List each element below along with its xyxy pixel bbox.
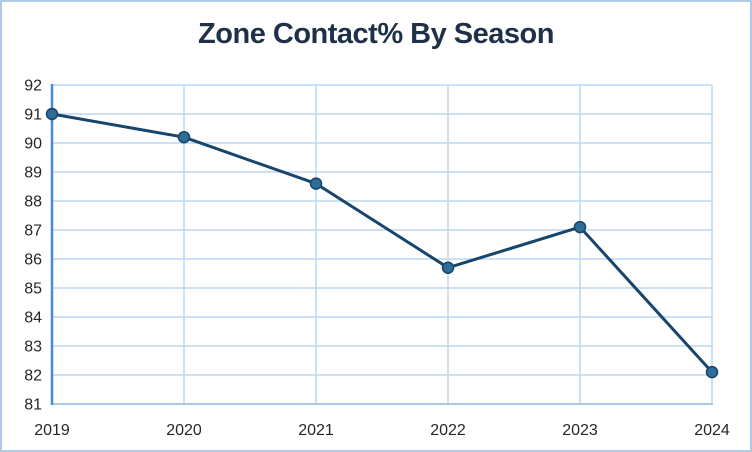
y-tick-label: 91: [24, 107, 42, 124]
y-tick-label: 87: [24, 223, 42, 240]
data-point-2020: [177, 130, 191, 144]
data-point-2022: [441, 261, 455, 274]
data-point-2024: [705, 365, 719, 379]
y-tick-label: 90: [24, 136, 42, 153]
x-tick-label: 2022: [430, 422, 466, 439]
y-tick-label: 88: [24, 194, 42, 211]
data-point-2019: [45, 107, 59, 121]
y-tick-label: 82: [24, 368, 42, 385]
y-tick-label: 81: [24, 397, 42, 414]
data-point-2021: [309, 177, 323, 190]
y-tick-label: 86: [24, 252, 42, 269]
x-tick-label: 2024: [694, 422, 730, 439]
series-line: [50, 112, 714, 374]
y-tick-label: 89: [24, 165, 42, 182]
x-tick-label: 2021: [298, 422, 334, 439]
data-point-2023: [573, 220, 587, 234]
y-tick-label: 92: [24, 78, 42, 95]
y-tick-label: 85: [24, 281, 42, 298]
x-tick-label: 2020: [166, 422, 202, 439]
x-tick-label: 2019: [34, 422, 70, 439]
y-tick-label: 83: [24, 339, 42, 356]
x-tick-label: 2023: [562, 422, 598, 439]
chart-title: Zone Contact% By Season: [198, 18, 554, 50]
y-tick-label: 84: [24, 310, 42, 327]
